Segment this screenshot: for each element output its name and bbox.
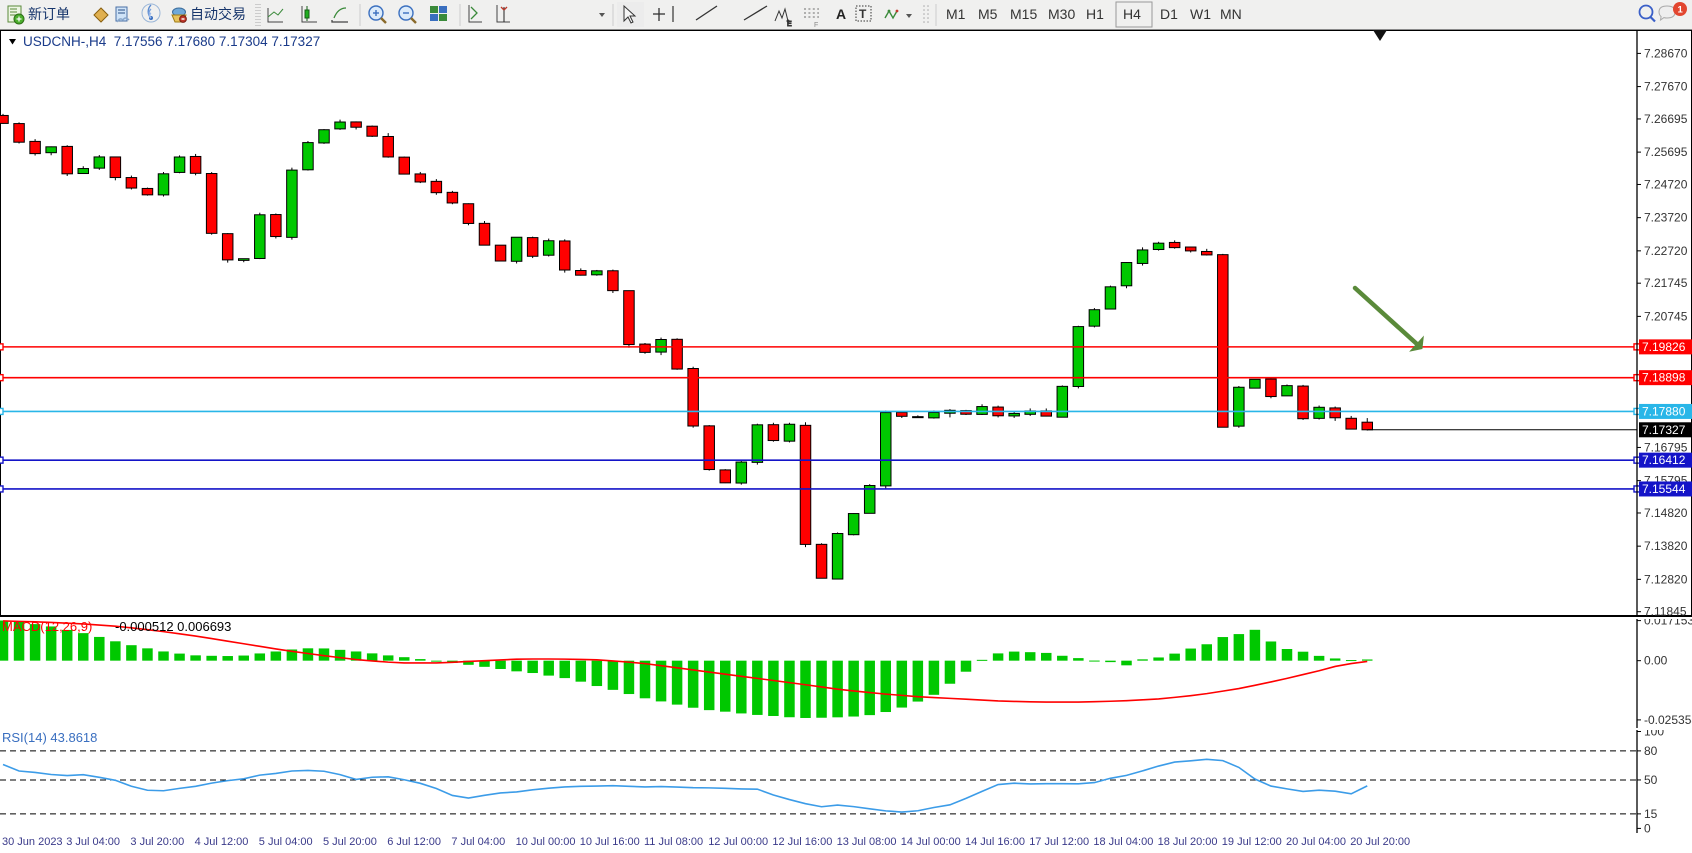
svg-text:7.16412: 7.16412: [1642, 453, 1686, 467]
svg-text:-0.000512 0.006693: -0.000512 0.006693: [115, 619, 231, 634]
svg-text:50: 50: [1644, 773, 1658, 787]
svg-text:13 Jul 08:00: 13 Jul 08:00: [837, 836, 897, 848]
svg-text:7.18898: 7.18898: [1642, 371, 1686, 385]
svg-text:7.15544: 7.15544: [1642, 482, 1686, 496]
svg-text:12 Jul 00:00: 12 Jul 00:00: [708, 836, 768, 848]
svg-text:7.25695: 7.25695: [1644, 145, 1688, 159]
svg-text:7.17880: 7.17880: [1642, 404, 1686, 418]
svg-text:F: F: [814, 22, 818, 29]
svg-text:0: 0: [1644, 821, 1651, 833]
svg-text:7.24720: 7.24720: [1644, 177, 1688, 191]
svg-text:7.26695: 7.26695: [1644, 112, 1688, 126]
svg-text:7.22720: 7.22720: [1644, 244, 1688, 258]
svg-text:20 Jul 20:00: 20 Jul 20:00: [1350, 836, 1410, 848]
svg-text:RSI(14) 43.8618: RSI(14) 43.8618: [2, 730, 97, 745]
svg-text:30 Jun 2023: 30 Jun 2023: [2, 836, 63, 848]
svg-text:80: 80: [1644, 744, 1658, 758]
svg-text:4 Jul 12:00: 4 Jul 12:00: [195, 836, 249, 848]
svg-text:100: 100: [1644, 730, 1664, 739]
svg-text:7.13820: 7.13820: [1644, 539, 1688, 553]
svg-text:10 Jul 16:00: 10 Jul 16:00: [580, 836, 640, 848]
svg-text:自动交易: 自动交易: [190, 6, 246, 22]
svg-text:E: E: [787, 21, 792, 28]
svg-text:新订单: 新订单: [28, 6, 70, 22]
svg-text:D1: D1: [1160, 6, 1178, 22]
svg-text:7.11845: 7.11845: [1644, 605, 1687, 617]
svg-text:7.23720: 7.23720: [1644, 211, 1688, 225]
svg-text:18 Jul 20:00: 18 Jul 20:00: [1158, 836, 1218, 848]
svg-text:6 Jul 12:00: 6 Jul 12:00: [387, 836, 441, 848]
svg-text:7.19826: 7.19826: [1642, 340, 1686, 354]
svg-text:7.14820: 7.14820: [1644, 506, 1688, 520]
svg-text:5 Jul 20:00: 5 Jul 20:00: [323, 836, 377, 848]
svg-text:7.21745: 7.21745: [1644, 276, 1688, 290]
svg-text:7.20745: 7.20745: [1644, 309, 1688, 323]
svg-text:MN: MN: [1220, 6, 1242, 22]
svg-text:0.017153: 0.017153: [1644, 619, 1692, 628]
svg-text:18 Jul 04:00: 18 Jul 04:00: [1093, 836, 1153, 848]
svg-text:10 Jul 00:00: 10 Jul 00:00: [516, 836, 576, 848]
svg-text:17 Jul 12:00: 17 Jul 12:00: [1029, 836, 1089, 848]
svg-text:7.17327: 7.17327: [1642, 423, 1686, 437]
svg-text:M1: M1: [946, 6, 966, 22]
svg-text:A: A: [836, 6, 846, 22]
svg-text:W1: W1: [1190, 6, 1211, 22]
svg-text:3 Jul 20:00: 3 Jul 20:00: [130, 836, 184, 848]
svg-text:19 Jul 12:00: 19 Jul 12:00: [1222, 836, 1282, 848]
svg-text:14 Jul 16:00: 14 Jul 16:00: [965, 836, 1025, 848]
svg-text:15: 15: [1644, 807, 1658, 821]
svg-text:7.28670: 7.28670: [1644, 46, 1688, 60]
svg-text:5 Jul 04:00: 5 Jul 04:00: [259, 836, 313, 848]
svg-text:7.27670: 7.27670: [1644, 80, 1688, 94]
svg-text:7.12820: 7.12820: [1644, 572, 1688, 586]
svg-text:H1: H1: [1086, 6, 1104, 22]
svg-text:-0.025358: -0.025358: [1644, 713, 1692, 727]
svg-text:14 Jul 00:00: 14 Jul 00:00: [901, 836, 961, 848]
svg-text:USDCNH-,H4 7.17556 7.17680 7.: USDCNH-,H4 7.17556 7.17680 7.17304 7.173…: [23, 34, 320, 49]
svg-text:11 Jul 08:00: 11 Jul 08:00: [644, 836, 703, 848]
svg-text:7 Jul 04:00: 7 Jul 04:00: [451, 836, 505, 848]
svg-text:1: 1: [1678, 4, 1684, 15]
svg-text:20 Jul 04:00: 20 Jul 04:00: [1286, 836, 1346, 848]
svg-text:H4: H4: [1123, 6, 1141, 22]
svg-text:0.00: 0.00: [1644, 654, 1668, 668]
svg-text:T: T: [859, 7, 867, 21]
svg-text:M5: M5: [978, 6, 998, 22]
svg-text:12 Jul 16:00: 12 Jul 16:00: [772, 836, 832, 848]
svg-text:3 Jul 04:00: 3 Jul 04:00: [66, 836, 120, 848]
svg-text:MACD(12,26,9): MACD(12,26,9): [2, 619, 92, 634]
svg-text:M15: M15: [1010, 6, 1037, 22]
svg-text:M30: M30: [1048, 6, 1075, 22]
